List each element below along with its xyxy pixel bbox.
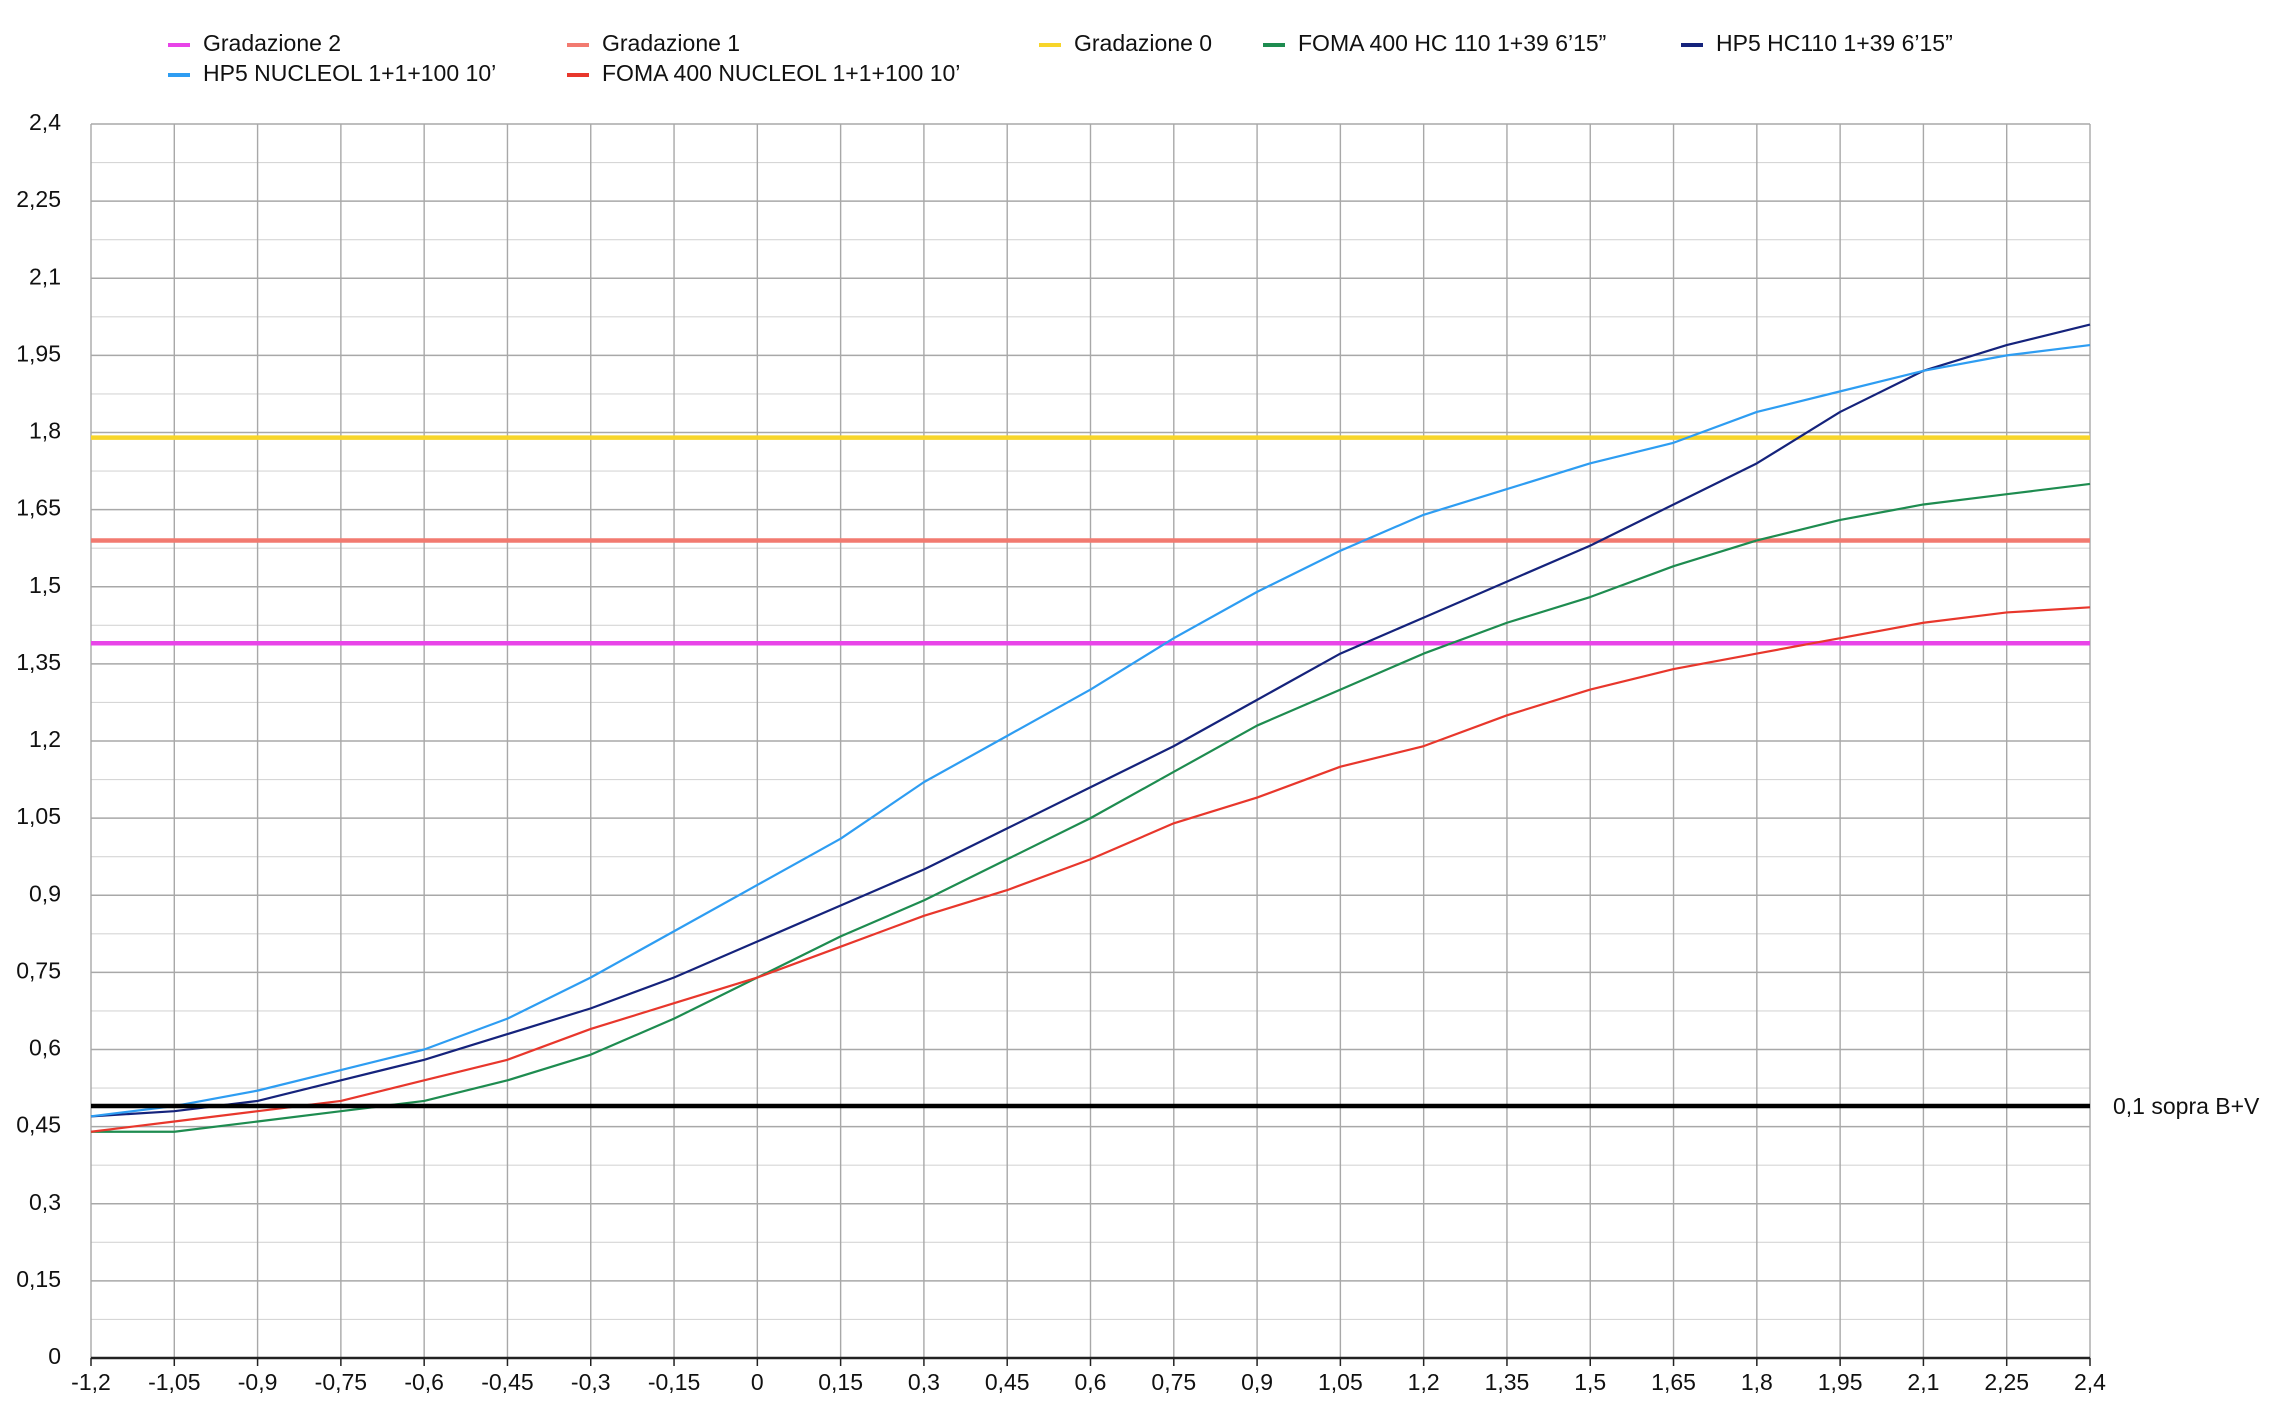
legend-label: HP5 HC110 1+39 6’15”	[1716, 30, 1953, 56]
y-tick-label: 0,3	[29, 1189, 61, 1215]
x-tick-label: 1,05	[1318, 1369, 1363, 1395]
x-tick-label: -0,3	[571, 1369, 611, 1395]
x-tick-label: 2,1	[1907, 1369, 1939, 1395]
x-tick-label: -1,05	[148, 1369, 200, 1395]
y-tick-label: 2,4	[29, 109, 61, 135]
series-line	[90, 323, 2091, 1118]
x-tick-label: 0,6	[1075, 1369, 1107, 1395]
y-tick-label: 1,35	[16, 649, 61, 675]
y-tick-label: 0	[48, 1343, 61, 1369]
x-tick-label: 1,65	[1651, 1369, 1696, 1395]
y-tick-label: 0,45	[16, 1112, 61, 1138]
series-line	[90, 606, 2091, 1133]
x-tick-label: -0,9	[238, 1369, 278, 1395]
y-tick-label: 0,6	[29, 1035, 61, 1061]
x-tick-label: 1,8	[1741, 1369, 1773, 1395]
y-tick-label: 1,05	[16, 803, 61, 829]
x-tick-label: 1,95	[1818, 1369, 1863, 1395]
x-tick-label: 1,5	[1574, 1369, 1606, 1395]
legend-label: FOMA 400 NUCLEOL 1+1+100 10’	[602, 60, 960, 86]
y-tick-label: 0,15	[16, 1266, 61, 1292]
series-line	[91, 482, 2091, 1133]
x-tick-label: -0,75	[315, 1369, 367, 1395]
x-tick-label: 2,4	[2074, 1369, 2106, 1395]
y-tick-label: 1,5	[29, 572, 61, 598]
reference-label: 0,1 sopra B+V	[2113, 1093, 2260, 1119]
x-tick-label: 0,75	[1151, 1369, 1196, 1395]
legend-label: Gradazione 1	[602, 30, 740, 56]
y-tick-label: 1,8	[29, 418, 61, 444]
y-tick-label: 1,95	[16, 340, 61, 366]
x-tick-label: -1,2	[71, 1369, 111, 1395]
x-tick-label: -0,45	[481, 1369, 533, 1395]
x-tick-label: 0	[751, 1369, 764, 1395]
x-tick-label: 0,3	[908, 1369, 940, 1395]
series-line	[90, 343, 2091, 1118]
x-tick-label: 1,35	[1485, 1369, 1530, 1395]
x-tick-label: 2,25	[1984, 1369, 2029, 1395]
x-tick-label: 0,45	[985, 1369, 1030, 1395]
legend-label: Gradazione 2	[203, 30, 341, 56]
legend-label: Gradazione 0	[1074, 30, 1212, 56]
y-tick-label: 1,65	[16, 495, 61, 521]
y-tick-label: 0,75	[16, 957, 61, 983]
legend-label: HP5 NUCLEOL 1+1+100 10’	[203, 60, 496, 86]
legend-label: FOMA 400 HC 110 1+39 6’15”	[1298, 30, 1606, 56]
y-tick-label: 2,25	[16, 186, 61, 212]
x-tick-label: 0,9	[1241, 1369, 1273, 1395]
x-tick-label: -0,6	[404, 1369, 444, 1395]
y-tick-label: 2,1	[29, 263, 61, 289]
x-tick-label: -0,15	[648, 1369, 700, 1395]
y-tick-label: 0,9	[29, 880, 61, 906]
x-tick-label: 0,15	[818, 1369, 863, 1395]
y-tick-label: 1,2	[29, 726, 61, 752]
x-tick-label: 1,2	[1408, 1369, 1440, 1395]
